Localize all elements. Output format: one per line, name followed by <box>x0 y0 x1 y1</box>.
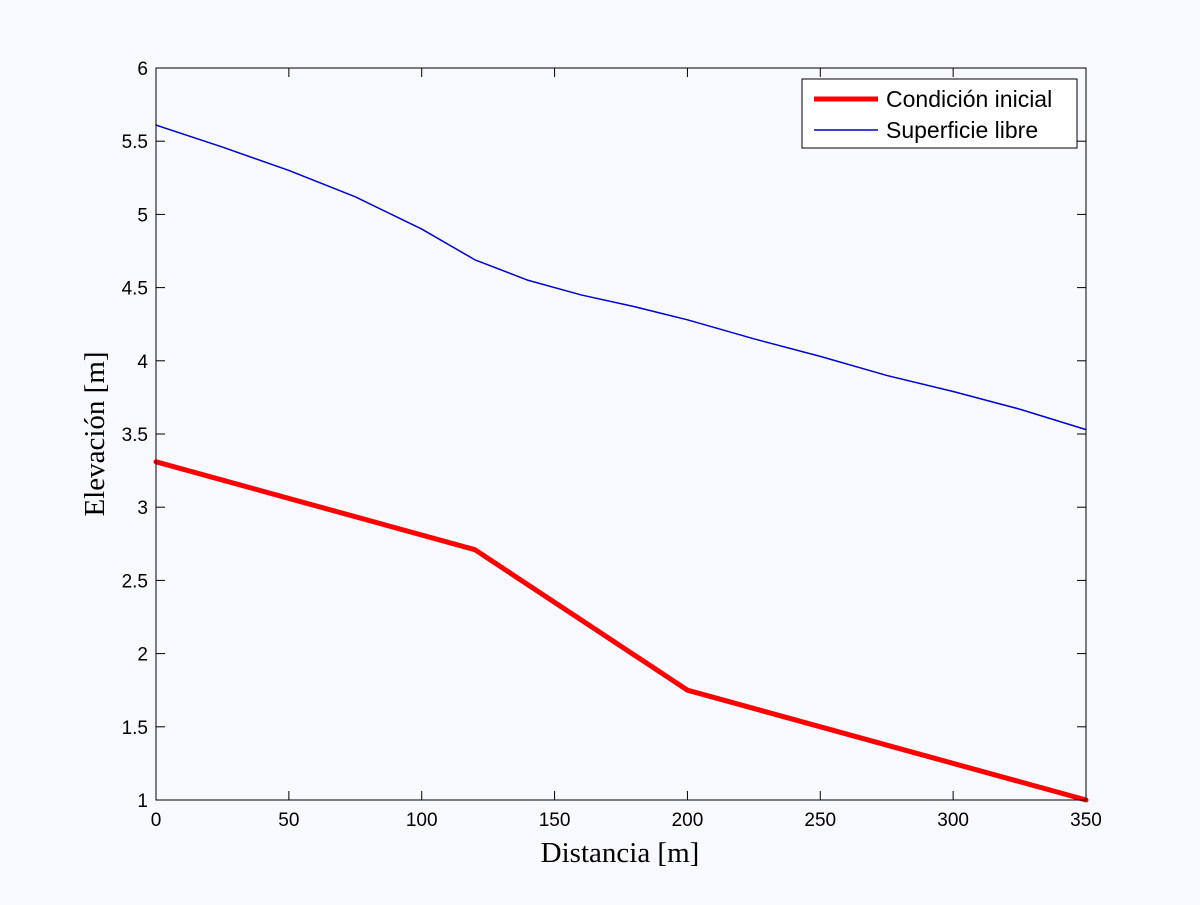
y-tick-label: 5.5 <box>122 132 148 153</box>
x-tick-label: 300 <box>937 810 969 831</box>
y-tick-label: 2 <box>137 645 148 666</box>
x-axis-title: Distancia [m] <box>541 837 700 869</box>
x-tick-label: 350 <box>1070 810 1102 831</box>
y-tick-label: 5 <box>137 205 148 226</box>
series-layer <box>153 124 1089 803</box>
x-tick-label: 250 <box>804 810 836 831</box>
legend-label: Superficie libre <box>886 117 1038 143</box>
x-tick-label: 0 <box>151 810 162 831</box>
x-tick-label: 100 <box>406 810 438 831</box>
y-tick-label: 1 <box>137 791 148 812</box>
series-line-condicion-inicial <box>153 459 1089 803</box>
legend: Condición inicial Superficie libre <box>801 78 1078 149</box>
ticks-layer: 0 50 100 150 200 250 300 350 1 1.5 2 2.5 3 3.5 4 4.5 5 5.… <box>122 59 1102 831</box>
x-tick-label: 200 <box>672 810 704 831</box>
x-tick-label: 50 <box>278 810 299 831</box>
y-tick-label: 4 <box>137 352 148 373</box>
y-tick-label: 1.5 <box>122 718 148 739</box>
y-tick-label: 2.5 <box>122 571 148 592</box>
legend-box <box>801 78 1078 149</box>
y-axis-title: Elevación [m] <box>79 351 111 516</box>
y-tick-label: 3.5 <box>122 425 148 446</box>
plot-area <box>156 68 1086 800</box>
legend-label: Condición inicial <box>886 86 1052 112</box>
y-tick-label: 3 <box>137 498 148 519</box>
series-line-superficie-libre <box>155 124 1087 431</box>
y-tick-label: 6 <box>137 59 148 80</box>
x-tick-label: 150 <box>539 810 571 831</box>
y-tick-label: 4.5 <box>122 279 148 300</box>
